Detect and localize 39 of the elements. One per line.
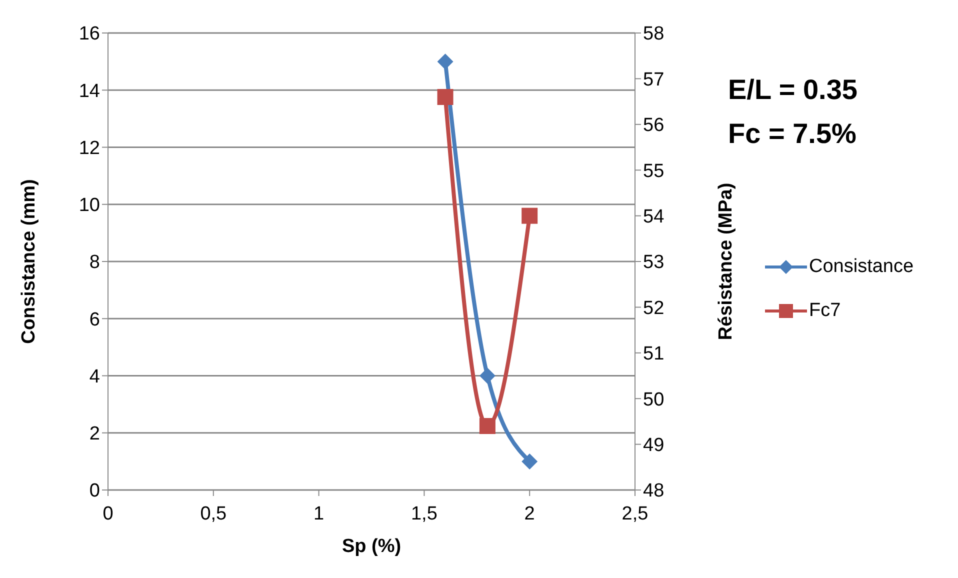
y-tick-label: 16 <box>78 24 100 45</box>
point <box>522 208 538 224</box>
y2-tick-label: 54 <box>643 206 665 228</box>
y-tick-label: 14 <box>78 80 100 102</box>
y-tick-label: 6 <box>89 309 100 330</box>
legend-label: Fc7 <box>809 300 841 322</box>
y-tick-label: 12 <box>78 138 100 159</box>
point <box>479 368 496 384</box>
y-tick-label: 2 <box>89 424 100 445</box>
point <box>437 54 454 70</box>
y-tick-label: 8 <box>89 252 100 274</box>
y-tick-label: 0 <box>89 480 100 502</box>
y-tick-label: 10 <box>78 195 100 216</box>
y2-tick-label: 52 <box>643 298 664 319</box>
x-tick-label: 0,5 <box>200 503 227 524</box>
y2-tick-label: 51 <box>643 344 664 365</box>
text: E/L = 0.35 <box>728 73 858 107</box>
y2-tick-label: 58 <box>643 24 664 45</box>
y-axis-title: Consistance (mm) <box>18 179 40 344</box>
y2-tick-label: 56 <box>643 115 664 136</box>
y2-tick-label: 53 <box>643 252 664 274</box>
y2-tick-label: 48 <box>643 480 664 502</box>
x-tick-label: 2 <box>524 503 535 524</box>
text: Fc = 7.5% <box>728 117 858 151</box>
point <box>479 418 496 434</box>
y2-tick-label: 49 <box>643 435 664 456</box>
legend-label: Consistance <box>809 256 914 278</box>
y-tick-label: 4 <box>89 366 100 388</box>
x-tick-label: 1 <box>314 503 324 524</box>
y2-tick-label: 55 <box>643 160 664 182</box>
x-tick-label: 2,5 <box>622 503 648 524</box>
x-axis-title: Sp (%) <box>342 536 402 557</box>
y2-tick-label: 50 <box>643 389 664 410</box>
point <box>437 88 454 105</box>
y2-axis-title: Résistance (MPa) <box>716 182 737 340</box>
point <box>522 453 538 470</box>
x-tick-label: 1,5 <box>410 503 438 524</box>
y2-tick-label: 57 <box>643 69 664 90</box>
x-tick-label: 0 <box>102 503 114 524</box>
